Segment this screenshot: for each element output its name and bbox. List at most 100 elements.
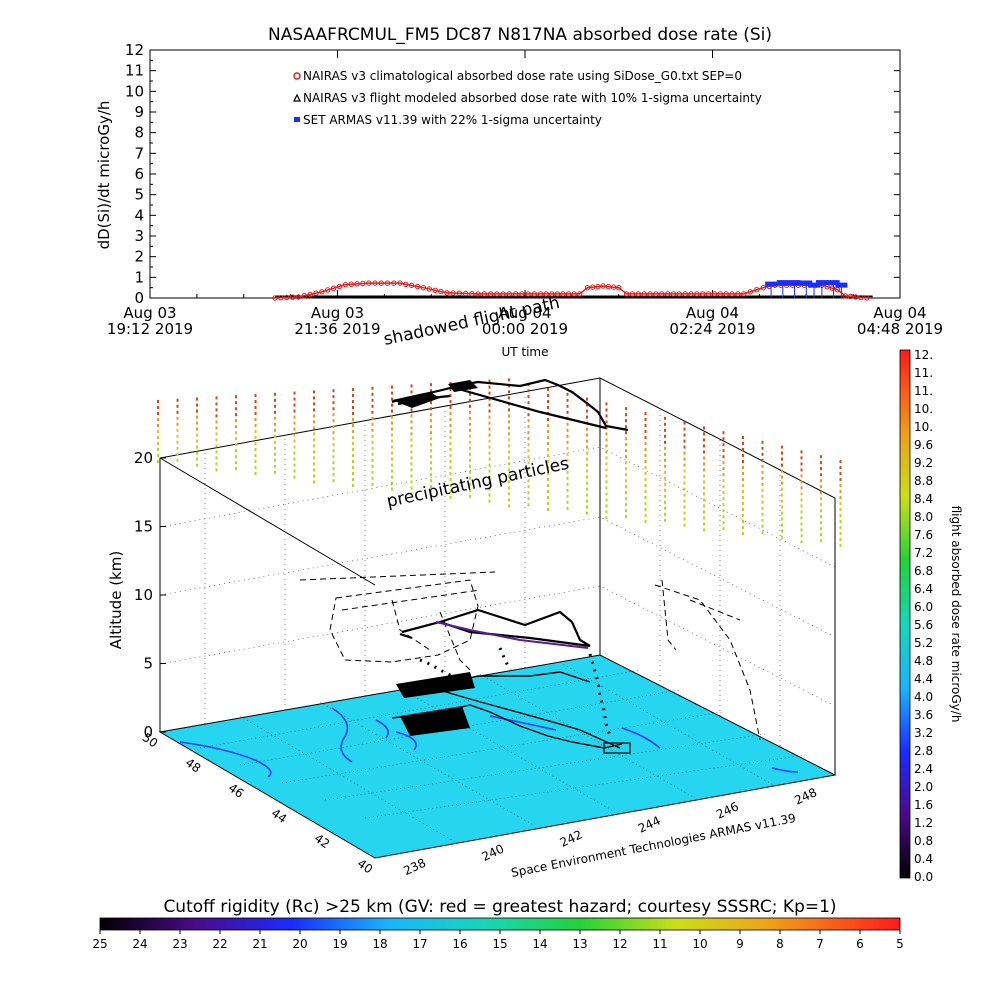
rigidity-colorbar-tick-label: 6 <box>856 937 864 951</box>
ground-cluster <box>396 672 475 736</box>
top-x-axis-label: UT time <box>501 345 548 359</box>
rigidity-colorbar-tick-label: 9 <box>736 937 744 951</box>
rigidity-colorbar-label: Cutoff rigidity (Rc) >25 km (GV: red = g… <box>163 897 836 917</box>
series-climatological-point <box>313 290 319 296</box>
coastline <box>179 707 799 778</box>
altitude-tick-label: 0 <box>143 723 153 741</box>
series-climatological-point <box>577 291 583 297</box>
top-y-tick-label: 3 <box>134 227 144 245</box>
rigidity-colorbar-tick-label: 14 <box>532 937 547 951</box>
top-y-tick-label: 8 <box>134 124 144 142</box>
series-climatological-point <box>366 280 372 286</box>
series-climatological-point <box>560 291 566 297</box>
dose-colorbar-tick-label: 11. <box>914 384 933 398</box>
latitude-tick-label: 46 <box>226 781 247 801</box>
top-series <box>272 280 873 301</box>
top-legend: NAIRAS v3 climatological absorbed dose r… <box>293 69 762 127</box>
series-climatological-point <box>397 280 403 286</box>
dose-colorbar-tick-label: 5.6 <box>914 618 933 632</box>
series-climatological-point <box>444 290 450 296</box>
series-climatological-point <box>600 283 606 289</box>
dose-colorbar-tick-label: 9.2 <box>914 456 933 470</box>
series-climatological-point <box>629 291 636 297</box>
altitude-tick-label: 20 <box>134 449 153 467</box>
series-climatological-point <box>635 291 641 297</box>
dose-colorbar-tick-label: 7.6 <box>914 528 933 542</box>
series-climatological-point <box>705 291 712 297</box>
flight-3d-plot: shadowed flight path precipitating parti… <box>107 293 842 880</box>
dose-colorbar-ramp <box>899 349 911 879</box>
series-climatological-point <box>595 283 601 290</box>
dose-colorbar-tick-label: 8.0 <box>914 510 933 524</box>
top-y-tick-label: 10 <box>125 82 144 100</box>
longitude-tick-label: 248 <box>792 785 819 807</box>
dose-colorbar-tick-label: 4.8 <box>914 654 933 668</box>
series-climatological-point <box>694 291 700 297</box>
rigidity-colorbar-tick-label: 19 <box>332 937 347 951</box>
series-climatological-point <box>723 291 729 297</box>
dose-rate-colorbar: 12. 11. 11. 10. 10. 9.6 9.2 8.8 8.4 8.0 7.6 7.2 6.8 6… <box>899 348 963 884</box>
dose-colorbar-tick-label: 6.4 <box>914 582 933 596</box>
dose-colorbar-tick-label: 8.8 <box>914 474 933 488</box>
series-climatological-point <box>409 282 415 289</box>
top-y-tick-label: 7 <box>134 144 144 162</box>
series-climatological-point <box>670 291 677 297</box>
top-x-tick-label-date: Aug 03 <box>311 304 364 322</box>
legend-marker-triangle <box>293 93 301 102</box>
top-y-tick-label: 9 <box>134 103 144 121</box>
series-climatological-point <box>853 294 859 300</box>
rigidity-colorbar-tick-label: 13 <box>572 937 587 951</box>
dose-colorbar-tick-label: 2.8 <box>914 744 933 758</box>
series-climatological-point <box>301 293 307 299</box>
latitude-tick-label: 40 <box>355 856 376 876</box>
dose-colorbar-label: flight absorbed dose rate microGy/h <box>949 506 963 723</box>
legend-marker-circle <box>293 72 301 80</box>
series-climatological-point <box>450 290 456 296</box>
latitude-tick-label: 42 <box>312 831 333 851</box>
series-climatological-point <box>487 291 494 297</box>
latitude-tick-label: 48 <box>183 755 204 775</box>
altitude-ticks: 0 5 10 15 20 <box>134 449 166 741</box>
dose-colorbar-tick-label: 6.8 <box>914 564 933 578</box>
series-climatological-point <box>481 291 488 297</box>
dose-colorbar-tick-label: 11. <box>914 366 933 380</box>
legend-label: SET ARMAS v11.39 with 22% 1-sigma uncert… <box>303 113 602 127</box>
legend-label: NAIRAS v3 flight modeled absorbed dose r… <box>303 91 762 105</box>
series-climatological-point <box>554 291 561 297</box>
series-climatological-point <box>653 291 659 297</box>
series-climatological-point <box>741 291 747 297</box>
series-climatological-point <box>688 291 694 297</box>
series-climatological-point <box>754 287 760 293</box>
dose-colorbar-tick-label: 1.6 <box>914 798 933 812</box>
rigidity-colorbar-ramp <box>99 917 901 931</box>
ground-grid <box>199 661 806 843</box>
flight-track-purple <box>435 621 589 649</box>
rigidity-colorbar-tick-label: 5 <box>896 937 904 951</box>
dose-colorbar-tick-label: 9.6 <box>914 438 933 452</box>
top-x-tick-label-time: 21:36 2019 <box>294 320 380 338</box>
top-x-tick-label-time: 02:24 2019 <box>669 320 755 338</box>
series-climatological-point <box>700 291 706 297</box>
series-climatological-point <box>420 285 427 291</box>
series-climatological-point <box>512 291 519 297</box>
series-climatological-point <box>319 289 325 295</box>
series-climatological-point <box>659 291 665 297</box>
series-climatological-point <box>729 291 735 297</box>
series-climatological-point <box>391 280 397 286</box>
top-y-tick-label: 6 <box>134 165 144 183</box>
series-armas-point <box>835 282 848 288</box>
dose-colorbar-tick-label: 4.4 <box>914 672 933 686</box>
series-climatological-point <box>438 288 444 295</box>
dose-colorbar-tick-label: 8.4 <box>914 492 933 506</box>
series-climatological-point <box>590 284 596 290</box>
rigidity-colorbar-tick-label: 7 <box>816 937 824 951</box>
series-climatological-point <box>336 283 343 290</box>
longitude-tick-label: 244 <box>636 813 663 835</box>
rigidity-colorbar-tick-label: 15 <box>492 937 507 951</box>
dose-colorbar-tick-label: 10. <box>914 420 933 434</box>
series-climatological-point <box>858 294 864 301</box>
chart-title: NASAAFRCMUL_FM5 DC87 N817NA absorbed dos… <box>268 25 772 45</box>
series-climatological-point <box>462 290 469 297</box>
series-climatological-point <box>605 283 611 290</box>
